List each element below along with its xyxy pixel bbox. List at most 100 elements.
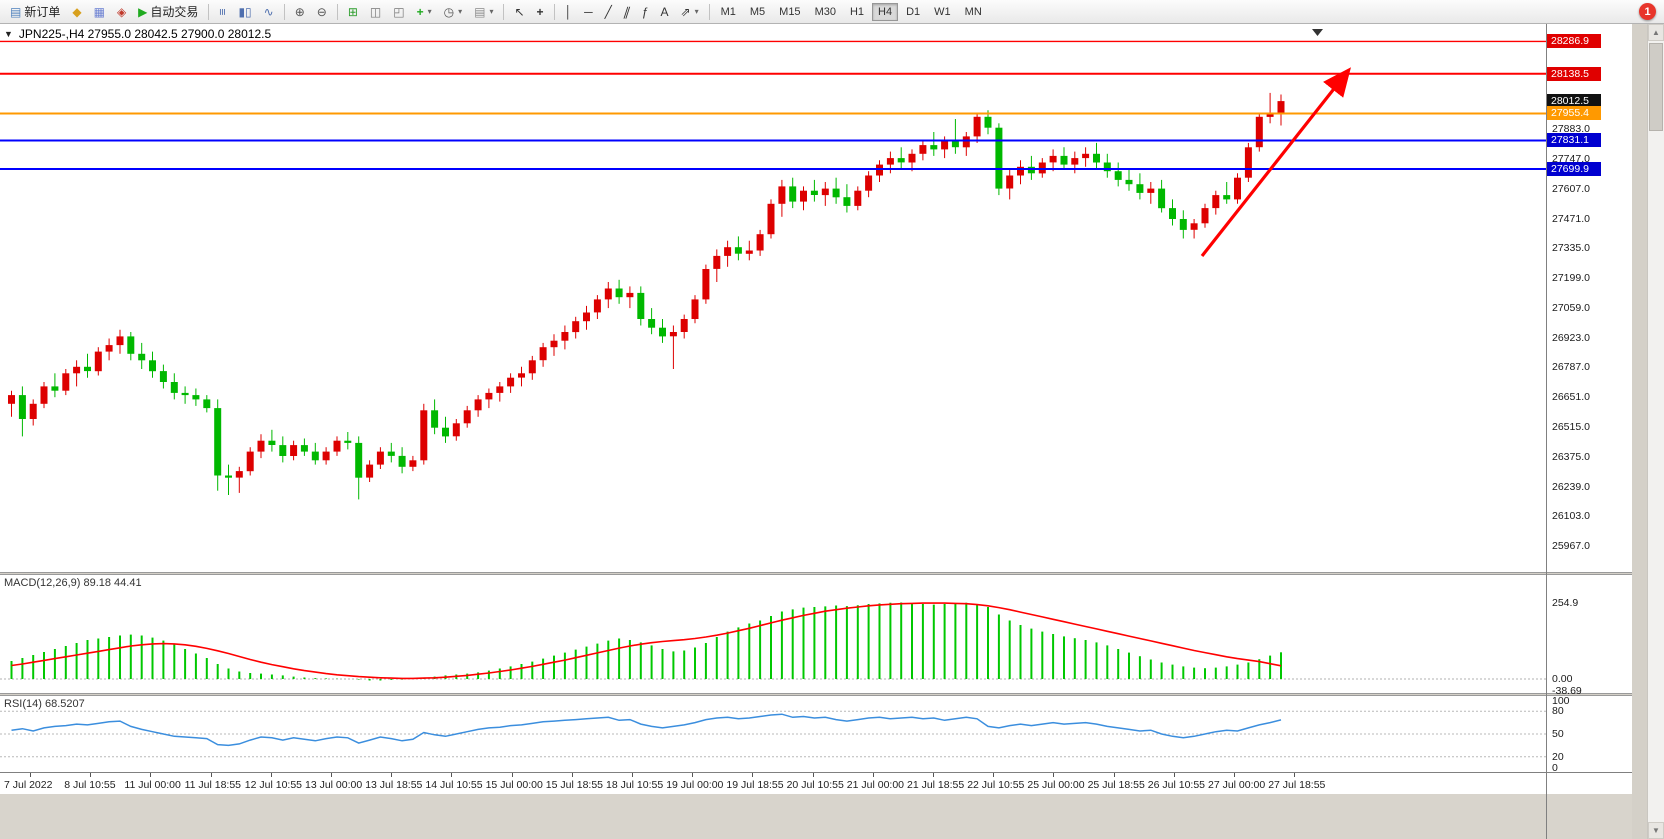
time-tick xyxy=(1234,773,1235,777)
time-tick xyxy=(571,773,573,777)
arrow-objects-icon: ⇗ xyxy=(680,4,691,19)
timeframe-w1[interactable]: W1 xyxy=(928,3,957,21)
time-label: 14 Jul 10:55 xyxy=(425,779,483,791)
new-order-button[interactable]: ▤ 新订单 xyxy=(4,2,66,22)
timeframe-h4[interactable]: H4 xyxy=(872,2,899,21)
scroll-down-button[interactable]: ▼ xyxy=(1648,822,1664,839)
time-label: 13 Jul 18:55 xyxy=(365,779,423,791)
scrollbar-thumb[interactable] xyxy=(1649,43,1663,131)
price-line-label[interactable]: 27955.4 xyxy=(1547,106,1601,121)
time-label: 21 Jul 18:55 xyxy=(907,779,965,791)
time-tick xyxy=(872,773,874,777)
rsi-panel[interactable]: RSI(14) 68.5207 xyxy=(0,696,1546,772)
profiles-button[interactable]: ◰ xyxy=(387,2,410,22)
channel-button[interactable]: ∥ xyxy=(618,2,636,22)
price-tick: 27883.0 xyxy=(1552,123,1590,136)
rsi-level-lines xyxy=(0,710,1546,758)
timeframe-h1[interactable]: H1 xyxy=(844,3,870,21)
time-label: 11 Jul 00:00 xyxy=(124,779,181,791)
timeframe-m30[interactable]: M30 xyxy=(809,3,842,21)
new-chart-button[interactable]: ◫ xyxy=(364,2,387,22)
rsi-line xyxy=(11,713,1282,747)
axis-divider xyxy=(1547,693,1632,696)
candlestick-chart-button[interactable]: ▮▯ xyxy=(232,2,257,22)
timeframe-m15[interactable]: M15 xyxy=(773,3,806,21)
chart-header: ▼ JPN225-,H4 27955.0 28042.5 27900.0 280… xyxy=(4,27,271,41)
price-tick: 26787.0 xyxy=(1552,361,1590,374)
time-label: 20 Jul 10:55 xyxy=(786,779,844,791)
price-line-label[interactable]: 28012.5 xyxy=(1547,94,1601,109)
zoom-in-button[interactable]: ⊕ xyxy=(289,2,311,22)
line-chart-button[interactable]: ∿ xyxy=(258,2,280,22)
notification-badge[interactable]: 1 xyxy=(1639,3,1656,20)
tile-windows-button[interactable]: ⊞ xyxy=(342,2,364,22)
market-watch-button[interactable]: ◆ xyxy=(66,2,87,22)
panel-splitter[interactable] xyxy=(0,693,1546,696)
timeframe-d1[interactable]: D1 xyxy=(900,3,926,21)
time-label: 22 Jul 10:55 xyxy=(967,779,1025,791)
bar-chart-icon: ≡ xyxy=(215,7,230,16)
periods-button[interactable]: ◷ ▾ xyxy=(438,2,469,22)
new-order-button-label: 新订单 xyxy=(24,5,61,19)
toolbar-separator xyxy=(208,3,210,20)
navigator-button[interactable]: ◈ xyxy=(111,2,132,22)
horizontal-lines[interactable] xyxy=(0,40,1546,170)
time-label: 25 Jul 00:00 xyxy=(1027,779,1085,791)
time-tick xyxy=(752,773,754,777)
time-label: 15 Jul 18:55 xyxy=(545,779,604,791)
time-label: 19 Jul 00:00 xyxy=(666,779,724,791)
price-line-label[interactable]: 27699.9 xyxy=(1547,162,1601,176)
cursor-button[interactable]: ↖ xyxy=(508,2,530,22)
arrows-button[interactable]: ⇗ ▾ xyxy=(675,2,705,22)
time-axis[interactable]: 7 Jul 2022 8 Jul 10:55 11 Jul 00:00 11 Jul … xyxy=(0,772,1546,794)
price-tick: 27747.0 xyxy=(1552,152,1590,165)
price-line-label[interactable]: 27831.1 xyxy=(1547,133,1601,148)
timeframe-m5[interactable]: M5 xyxy=(744,3,771,21)
profiles-icon: ◰ xyxy=(393,4,405,19)
templates-button[interactable]: ▤ ▾ xyxy=(468,2,499,22)
time-label: 21 Jul 00:00 xyxy=(846,779,905,791)
vertical-scrollbar[interactable]: ▲ ▼ xyxy=(1647,24,1664,839)
rsi-label: RSI(14) 68.5207 xyxy=(4,698,85,710)
data-window-button[interactable]: ▦ xyxy=(88,2,111,22)
scroll-up-button[interactable]: ▲ xyxy=(1648,24,1664,41)
trendline-button[interactable]: ╱ xyxy=(599,2,618,22)
caret-down-icon: ▾ xyxy=(427,7,432,16)
rsi-scale-label: 20 xyxy=(1552,750,1564,763)
price-chart-panel[interactable]: ▼ JPN225-,H4 27955.0 28042.5 27900.0 280… xyxy=(0,24,1546,572)
time-tick xyxy=(1173,773,1175,777)
timeframe-mn[interactable]: MN xyxy=(959,3,988,21)
candlestick-chart[interactable] xyxy=(0,24,1546,572)
time-tick xyxy=(1053,773,1055,777)
one-click-trading-toggle[interactable]: ▼ xyxy=(4,29,13,39)
candles-layer xyxy=(8,92,1285,500)
plot-column: ▼ JPN225-,H4 27955.0 28042.5 27900.0 280… xyxy=(0,24,1546,839)
time-tick xyxy=(632,773,633,777)
horizontal-line-button[interactable]: ─ xyxy=(578,2,599,22)
autotrading-button[interactable]: ▶ 自动交易 xyxy=(132,2,204,22)
text-icon: A xyxy=(660,4,669,19)
rsi-scale-label: 0 xyxy=(1552,762,1558,774)
price-line-label[interactable]: 28286.9 xyxy=(1547,34,1601,49)
crosshair-button[interactable]: + xyxy=(531,2,550,22)
market-watch-icon: ◆ xyxy=(72,4,82,19)
price-line-label[interactable]: 28138.5 xyxy=(1547,66,1601,81)
scrollbar-track[interactable] xyxy=(1648,41,1664,822)
cursor-icon: ↖ xyxy=(514,4,525,19)
vertical-line-button[interactable]: │ xyxy=(559,2,579,22)
zoom-out-button[interactable]: ⊖ xyxy=(311,2,333,22)
price-axis[interactable]: 28296.527883.027747.027607.027471.027335… xyxy=(1546,24,1632,839)
trendline-icon: ╱ xyxy=(604,4,612,19)
chart-shift-marker[interactable] xyxy=(1312,29,1323,36)
add-indicator-icon: + xyxy=(416,4,424,19)
time-label: 11 Jul 18:55 xyxy=(184,779,242,791)
macd-panel[interactable]: MACD(12,26,9) 89.18 44.41 xyxy=(0,575,1546,693)
bar-chart-button[interactable]: ≡ xyxy=(213,2,232,22)
panel-splitter[interactable] xyxy=(0,572,1546,575)
trend-arrow[interactable] xyxy=(1200,67,1351,257)
rsi-scale-label: 100 xyxy=(1552,695,1570,707)
fibonacci-button[interactable]: ƒ xyxy=(636,2,655,22)
timeframe-m1[interactable]: M1 xyxy=(715,3,742,21)
text-button[interactable]: A xyxy=(655,2,675,22)
indicators-button[interactable]: + ▾ xyxy=(411,2,438,22)
